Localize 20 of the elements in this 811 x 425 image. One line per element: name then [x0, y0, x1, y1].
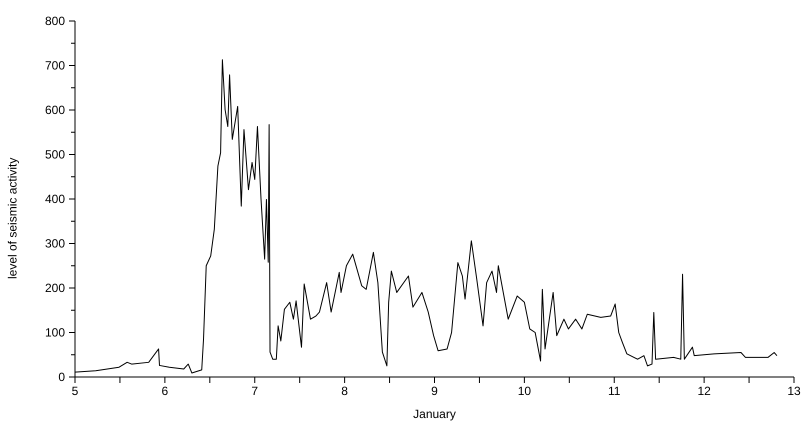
y-tick-label: 200 [44, 281, 66, 295]
x-tick-label: 9 [431, 384, 438, 398]
y-axis-title: level of seismic activity [5, 158, 20, 279]
y-tick-label: 700 [44, 58, 66, 72]
y-tick-label: 800 [44, 14, 66, 28]
x-tick-label: 12 [697, 384, 712, 398]
x-axis-title: January [413, 407, 456, 421]
x-tick-label: 13 [787, 384, 801, 398]
x-tick-label: 8 [341, 384, 348, 398]
y-tick-label: 0 [58, 370, 66, 384]
y-tick-label: 100 [44, 326, 66, 340]
x-tick-label: 7 [251, 384, 258, 398]
x-tick-label: 6 [162, 384, 169, 398]
x-tick-label: 11 [608, 384, 621, 398]
y-tick-label: 500 [44, 148, 66, 162]
x-tick-label: 10 [518, 384, 532, 398]
y-tick-label: 400 [44, 192, 66, 206]
y-tick-label: 300 [44, 236, 66, 250]
x-tick-label: 5 [72, 384, 79, 398]
y-tick-label: 600 [44, 103, 66, 117]
